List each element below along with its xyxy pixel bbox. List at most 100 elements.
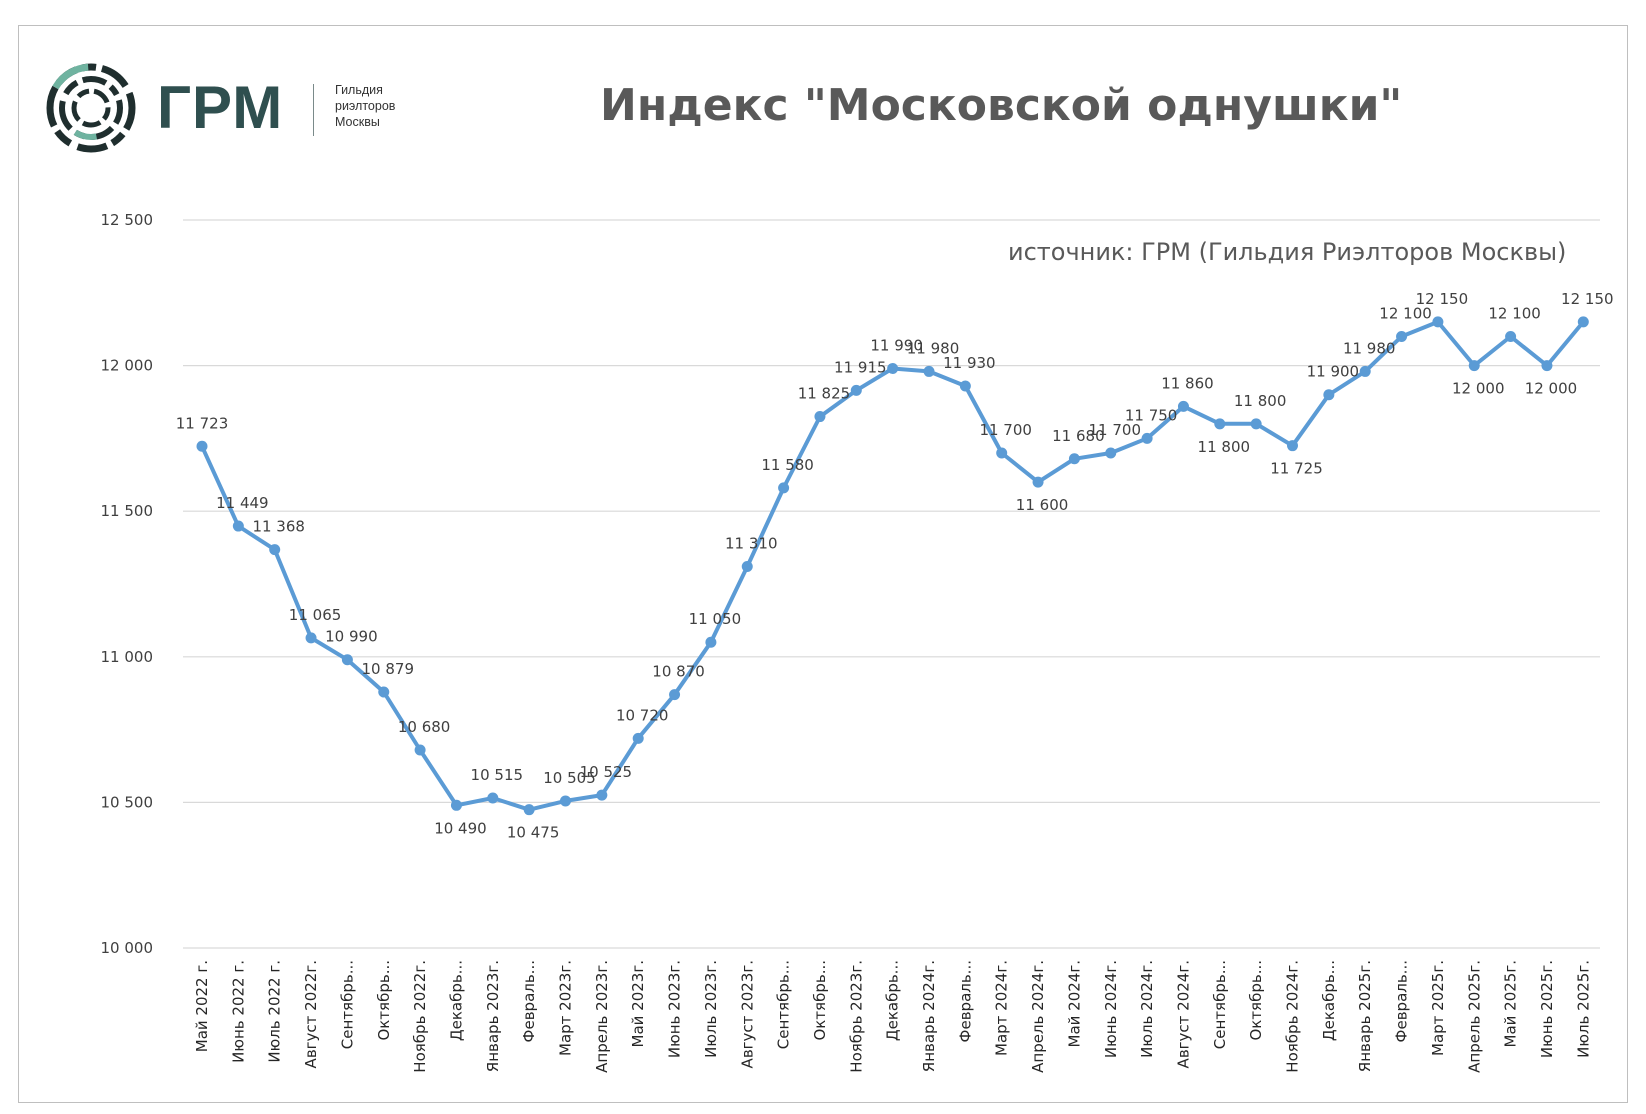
data-point [1432,316,1444,328]
data-label: 11 680 [1052,427,1105,445]
x-tick-label: Ноябрь 2023г. [847,960,865,1073]
x-tick-label: Декабрь... [884,960,902,1041]
y-tick-label: 10 500 [101,793,154,811]
y-tick-label: 11 000 [101,648,154,666]
data-point [1214,418,1226,430]
data-label: 11 600 [1016,496,1069,514]
data-point [996,447,1008,459]
brand-logo: ГРМ Гильдия риэлторов Москвы [45,62,405,153]
data-point [850,384,862,396]
x-tick-label: Январь 2023г. [484,960,502,1072]
data-point [341,654,353,666]
data-label: 11 065 [289,606,342,624]
data-point [523,804,535,816]
chart-frame [18,25,1628,1103]
x-tick-label: Апрель 2025г. [1465,960,1483,1073]
data-label: 11 800 [1234,392,1287,410]
x-tick-label: Июнь 2025г. [1538,960,1556,1058]
x-tick-label: Апрель 2023г. [593,960,611,1073]
data-point [414,744,426,756]
x-tick-label: Июнь 2022 г. [229,960,247,1063]
data-label: 10 515 [471,766,524,784]
data-point [669,689,681,701]
data-label: 10 990 [325,628,378,646]
logo-subtitle-line: Гильдия [335,83,383,97]
x-tick-label: Август 2022г. [302,960,320,1068]
data-label: 11 980 [1343,339,1396,357]
data-label: 10 475 [507,824,560,842]
logo-subtitle: Гильдия риэлторов Москвы [335,82,395,130]
x-tick-label: Январь 2025г. [1356,960,1374,1072]
x-tick-label: Июль 2022 г. [266,960,284,1063]
data-label: 10 870 [652,663,705,681]
x-tick-label: Февраль... [956,960,974,1042]
data-label: 12 150 [1416,290,1469,308]
data-point [196,440,208,452]
data-point [1032,476,1044,488]
logo-subtitle-line: риэлторов [335,99,396,113]
data-point [232,520,244,532]
data-point [887,363,899,375]
source-note: источник: ГРМ (Гильдия Риэлторов Москвы) [1008,238,1567,266]
x-tick-label: Январь 2024г. [920,960,938,1072]
y-tick-label: 11 500 [101,502,154,520]
x-tick-label: Декабрь... [1320,960,1338,1041]
data-point [1287,440,1298,452]
data-label: 10 505 [543,769,596,787]
x-tick-label: Ноябрь 2024г. [1284,960,1302,1073]
data-label: 11 050 [689,610,742,628]
data-label: 11 723 [176,414,229,432]
x-tick-label: Май 2024г. [1065,960,1083,1047]
y-tick-label: 10 000 [101,939,154,957]
data-point [1323,389,1335,401]
data-point [1105,447,1117,459]
data-point [1505,330,1517,342]
x-tick-label: Февраль... [1393,960,1411,1042]
data-point [1141,432,1153,444]
x-tick-label: Октябрь... [375,960,393,1041]
data-label: 11 750 [1125,406,1178,424]
data-label: 11 368 [252,518,305,536]
x-tick-label: Июнь 2024г. [1102,960,1120,1058]
data-point [778,482,790,494]
x-tick-label: Октябрь... [1247,960,1265,1041]
x-tick-label: Сентябрь... [1211,960,1229,1049]
x-tick-label: Май 2023г. [629,960,647,1047]
x-tick-label: Август 2023г. [738,960,756,1068]
x-tick-label: Май 2025г. [1502,960,1520,1047]
data-point [1468,360,1480,372]
data-label: 12 150 [1561,290,1614,308]
data-label: 11 580 [761,456,814,474]
data-label: 12 000 [1525,380,1578,398]
data-label: 12 100 [1488,304,1541,322]
x-tick-label: Июль 2025г. [1574,960,1592,1058]
y-tick-label: 12 500 [101,211,154,229]
data-point [269,544,281,556]
data-label: 11 700 [979,421,1032,439]
x-tick-label: Февраль... [520,960,538,1042]
x-tick-label: Сентябрь... [338,960,356,1049]
data-label: 10 490 [434,819,487,837]
data-point [1359,365,1371,377]
x-tick-label: Май 2022 г. [193,960,211,1052]
data-point [1396,330,1408,342]
data-point [959,380,971,392]
data-label: 11 825 [798,385,851,403]
data-label: 11 930 [943,354,996,372]
logo-rings-icon [46,63,136,153]
x-tick-label: Март 2025г. [1429,960,1447,1056]
x-tick-label: Июль 2024г. [1138,960,1156,1058]
data-point [705,636,717,648]
logo-wordmark: ГРМ [157,74,284,141]
data-point [378,686,390,698]
data-label: 11 449 [216,494,269,512]
data-label: 11 860 [1161,374,1214,392]
data-point [487,792,499,804]
data-point [596,789,608,801]
x-tick-label: Сентябрь... [775,960,793,1049]
data-point [741,561,753,573]
data-point [450,799,462,811]
data-label: 11 725 [1270,460,1323,478]
x-tick-label: Апрель 2024г. [1029,960,1047,1073]
